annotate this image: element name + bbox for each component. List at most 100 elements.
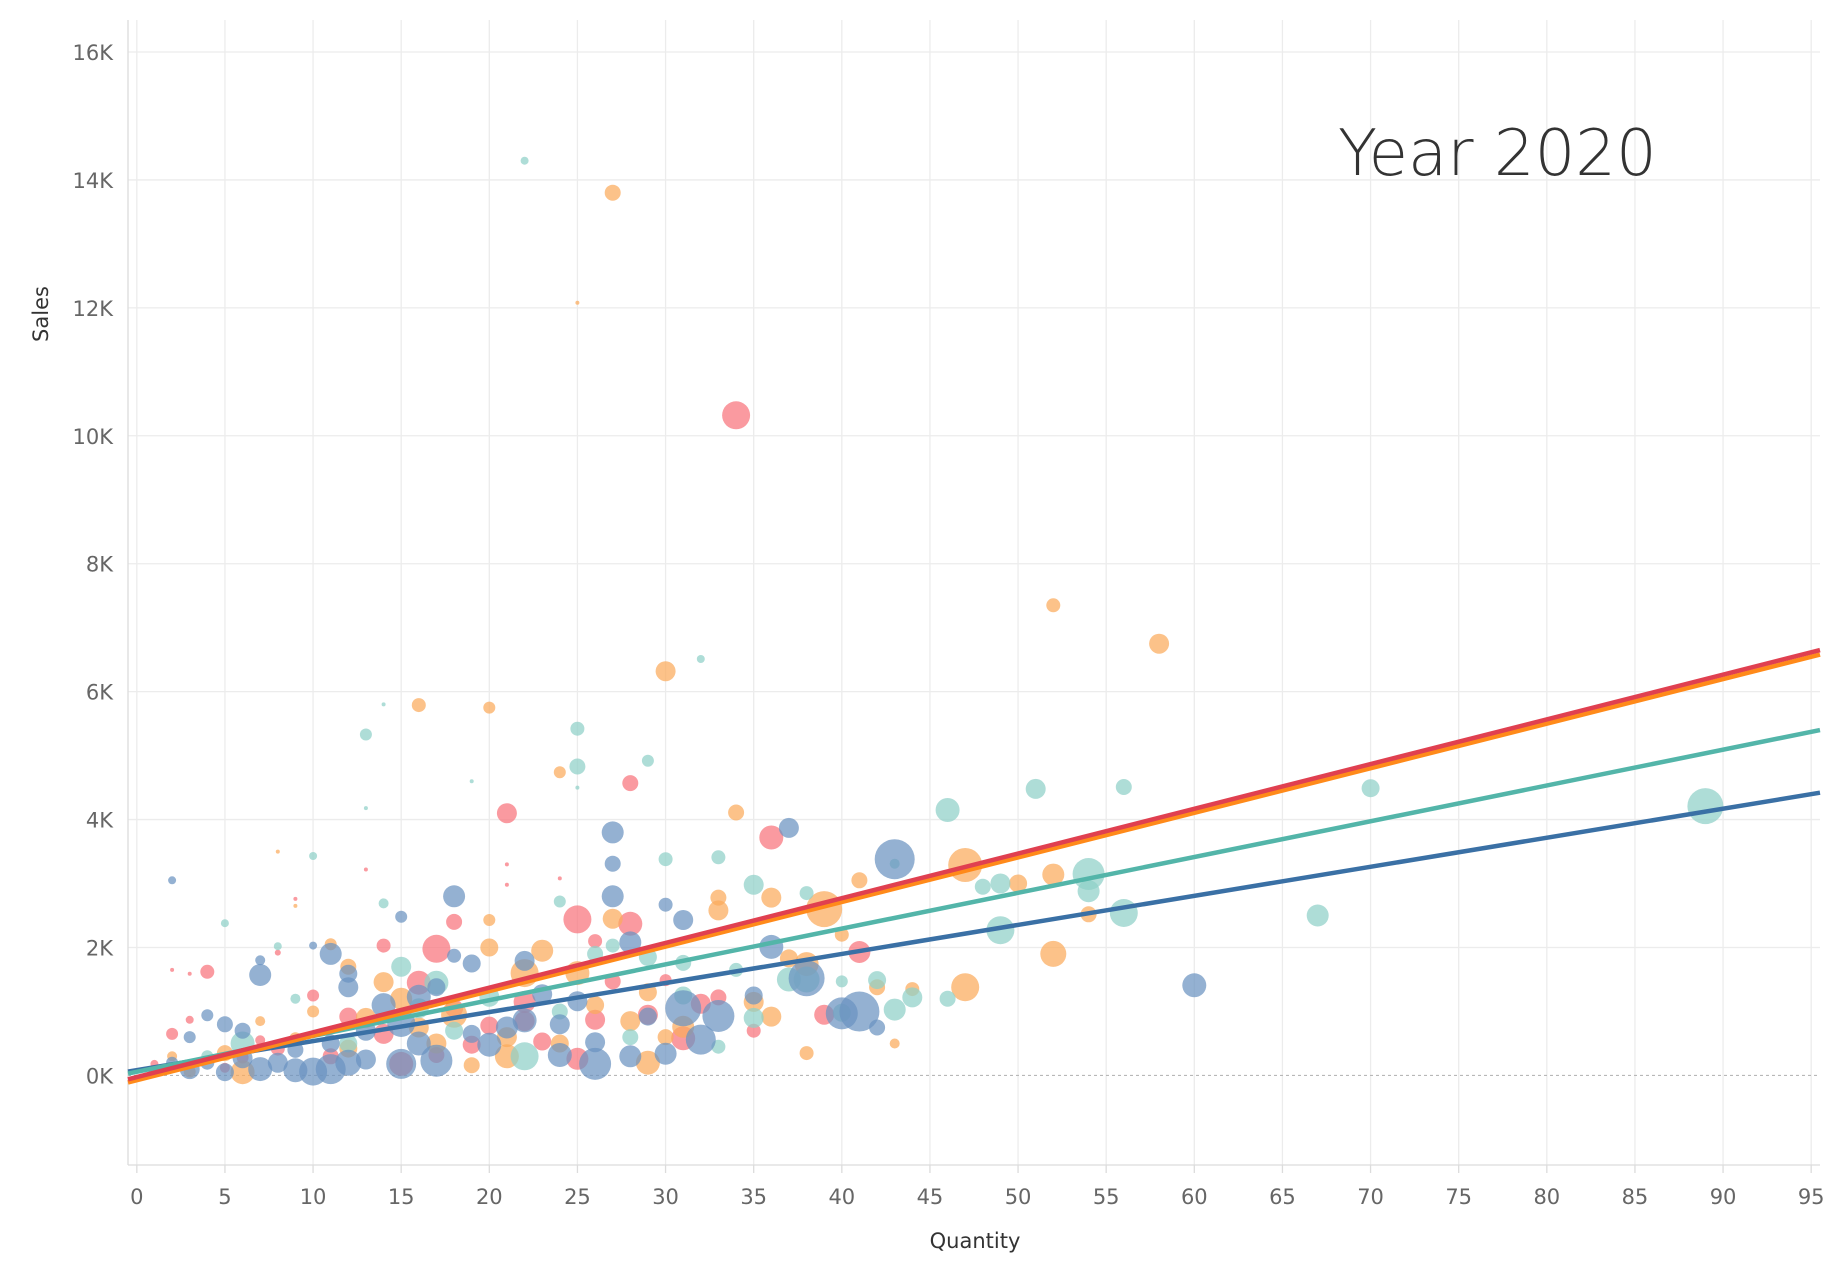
y-tick-label: 2K bbox=[86, 937, 114, 961]
data-point-series-1 bbox=[759, 825, 784, 850]
data-point-series-2 bbox=[275, 849, 280, 854]
y-tick-label: 16K bbox=[73, 41, 115, 65]
data-point-series-4 bbox=[778, 817, 799, 838]
data-point-series-3 bbox=[622, 1029, 639, 1046]
data-point-series-2 bbox=[483, 914, 496, 926]
data-point-series-1 bbox=[274, 949, 281, 956]
x-tick-label: 0 bbox=[130, 1185, 143, 1209]
data-point-series-2 bbox=[708, 900, 729, 921]
data-point-series-4 bbox=[549, 1014, 570, 1035]
y-tick-label: 10K bbox=[73, 425, 115, 449]
x-tick-label: 75 bbox=[1445, 1185, 1472, 1209]
x-tick-label: 85 bbox=[1622, 1185, 1649, 1209]
data-point-series-1 bbox=[557, 876, 562, 881]
y-tick-label: 12K bbox=[73, 297, 115, 321]
data-point-series-2 bbox=[575, 300, 580, 305]
data-point-series-2 bbox=[463, 1057, 480, 1074]
data-point-series-3 bbox=[986, 916, 1015, 945]
data-point-series-4 bbox=[601, 885, 624, 908]
data-point-series-4 bbox=[427, 978, 446, 997]
x-axis-title: Quantity bbox=[930, 1229, 1021, 1253]
data-point-series-3 bbox=[658, 852, 673, 867]
trend-line-series-3 bbox=[127, 727, 1821, 1076]
data-point-series-2 bbox=[951, 973, 980, 1002]
data-point-series-2 bbox=[761, 1006, 782, 1027]
data-point-series-4 bbox=[216, 1016, 233, 1033]
data-point-series-4 bbox=[462, 1024, 481, 1043]
data-point-series-4 bbox=[673, 910, 694, 930]
data-point-series-1 bbox=[504, 882, 509, 887]
data-point-series-3 bbox=[711, 850, 726, 865]
data-point-series-3 bbox=[799, 886, 814, 901]
data-point-series-3 bbox=[510, 1042, 539, 1071]
data-point-series-2 bbox=[728, 804, 745, 821]
data-point-series-1 bbox=[496, 803, 517, 824]
data-point-series-2 bbox=[307, 1005, 320, 1018]
data-point-series-3 bbox=[339, 1034, 358, 1053]
x-tick-label: 60 bbox=[1181, 1185, 1208, 1209]
data-point-series-4 bbox=[215, 1063, 234, 1082]
data-point-series-3 bbox=[290, 993, 301, 1004]
data-point-series-3 bbox=[1109, 899, 1138, 927]
data-point-series-1 bbox=[422, 934, 451, 963]
data-point-series-3 bbox=[990, 873, 1011, 894]
x-tick-label: 55 bbox=[1093, 1185, 1120, 1209]
data-point-series-3 bbox=[469, 779, 474, 784]
data-point-series-2 bbox=[483, 701, 496, 714]
data-point-series-2 bbox=[1149, 633, 1170, 654]
data-point-series-4 bbox=[395, 910, 408, 923]
data-point-series-1 bbox=[622, 775, 639, 792]
data-point-series-2 bbox=[531, 939, 554, 962]
data-point-series-4 bbox=[283, 1058, 308, 1083]
trend-line-series-1 bbox=[127, 647, 1821, 1082]
data-point-series-3 bbox=[378, 898, 389, 909]
data-point-series-4 bbox=[788, 960, 825, 997]
y-tick-label: 14K bbox=[73, 169, 115, 193]
data-point-series-3 bbox=[1306, 904, 1329, 927]
data-point-series-3 bbox=[605, 938, 620, 953]
data-point-series-4 bbox=[249, 964, 272, 986]
data-point-series-3 bbox=[381, 702, 386, 707]
data-point-series-4 bbox=[874, 839, 915, 880]
x-tick-label: 70 bbox=[1357, 1185, 1384, 1209]
trend-line-series-4 bbox=[127, 790, 1821, 1074]
data-point-series-1 bbox=[585, 1009, 606, 1030]
data-point-series-3 bbox=[1077, 880, 1100, 903]
data-point-series-3 bbox=[835, 975, 848, 988]
grid-lines bbox=[127, 20, 1820, 1173]
data-point-series-2 bbox=[604, 184, 621, 201]
data-point-series-3 bbox=[935, 798, 960, 822]
data-point-series-4 bbox=[579, 1047, 612, 1080]
x-tick-label: 35 bbox=[740, 1185, 767, 1209]
data-point-series-1 bbox=[363, 867, 368, 872]
data-point-series-3 bbox=[974, 878, 991, 895]
data-point-series-4 bbox=[168, 876, 177, 885]
data-point-series-4 bbox=[658, 897, 673, 912]
data-point-series-4 bbox=[619, 931, 642, 954]
data-point-series-3 bbox=[359, 728, 372, 741]
data-point-series-2 bbox=[1042, 863, 1065, 886]
data-point-series-1 bbox=[200, 964, 215, 979]
data-point-series-1 bbox=[563, 905, 592, 934]
data-point-series-4 bbox=[406, 1031, 431, 1056]
data-point-series-4 bbox=[839, 991, 880, 1032]
data-point-series-2 bbox=[620, 1011, 641, 1032]
data-point-series-3 bbox=[445, 1021, 464, 1040]
data-point-series-3 bbox=[570, 721, 585, 736]
data-point-series-4 bbox=[601, 821, 624, 844]
x-tick-label: 30 bbox=[652, 1185, 679, 1209]
data-point-series-3 bbox=[902, 987, 923, 1008]
data-point-series-4 bbox=[585, 1032, 606, 1053]
data-point-series-3 bbox=[696, 655, 705, 663]
data-point-series-4 bbox=[514, 950, 535, 971]
y-axis-title: Sales bbox=[29, 286, 53, 342]
data-point-series-2 bbox=[1009, 874, 1028, 893]
x-tick-label: 45 bbox=[917, 1185, 944, 1209]
x-tick-label: 15 bbox=[388, 1185, 415, 1209]
data-point-series-4 bbox=[619, 1045, 642, 1068]
data-point-series-4 bbox=[604, 855, 621, 872]
data-point-series-3 bbox=[520, 156, 529, 165]
x-tick-label: 40 bbox=[828, 1185, 855, 1209]
data-point-series-1 bbox=[533, 1032, 552, 1051]
data-point-series-4 bbox=[462, 954, 481, 973]
